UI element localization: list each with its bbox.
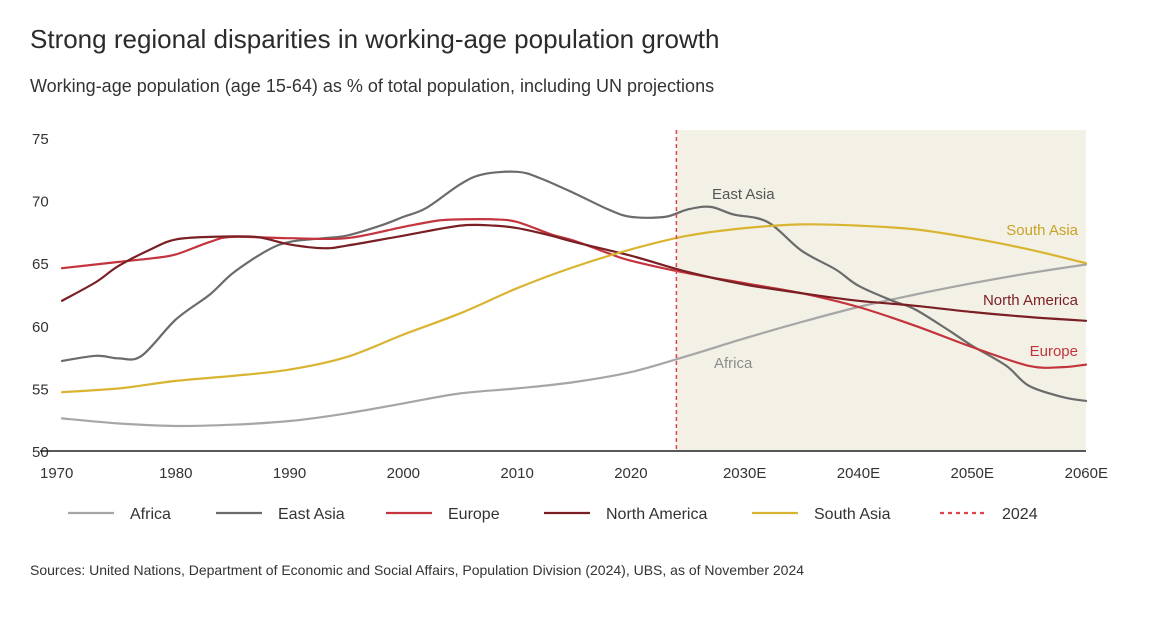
south-asia-label: South Asia	[1006, 222, 1078, 239]
chart-subtitle: Working-age population (age 15-64) as % …	[30, 76, 715, 96]
europe-line	[60, 218, 1088, 369]
chart-title: Strong regional disparities in working-a…	[30, 24, 720, 54]
x-tick-label: 2020	[614, 465, 647, 482]
x-tick-label: 1980	[159, 465, 192, 482]
y-tick-label: 55	[32, 381, 49, 398]
projection-shade	[676, 130, 1086, 451]
east-asia-line	[60, 170, 1088, 402]
north-america-label: North America	[983, 292, 1079, 309]
y-tick-label: 75	[32, 131, 49, 148]
x-tick-label: 2050E	[951, 465, 994, 482]
x-tick-label: 2000	[387, 465, 420, 482]
legend-label-north-america: North America	[606, 506, 707, 523]
x-tick-label: 2010	[500, 465, 533, 482]
north-america-line	[60, 223, 1088, 322]
x-tick-label: 2040E	[837, 465, 880, 482]
y-tick-label: 50	[32, 444, 49, 461]
europe-label: Europe	[1030, 343, 1078, 360]
series-lines	[60, 170, 1088, 428]
x-axis: 1970 1980 1990 2000 2010 2020 2030E 2040E 2050E 2…	[40, 465, 1108, 482]
legend-label-south-asia: South Asia	[814, 506, 891, 523]
legend: Africa East Asia Europe North America South …	[68, 506, 1038, 523]
x-tick-label: 2060E	[1065, 465, 1108, 482]
legend-label-europe: Europe	[448, 506, 500, 523]
y-tick-label: 65	[32, 256, 49, 273]
east-asia-label: East Asia	[712, 186, 775, 203]
africa-line	[60, 263, 1088, 428]
legend-label-2024: 2024	[1002, 506, 1038, 523]
south-asia-line	[60, 223, 1088, 394]
sources-note: Sources: United Nations, Department of E…	[30, 562, 805, 578]
x-tick-label: 1970	[40, 465, 73, 482]
x-tick-label: 1990	[273, 465, 306, 482]
y-axis: 50 55 60 65 70 75	[32, 131, 49, 461]
legend-label-africa: Africa	[130, 506, 171, 523]
legend-label-east-asia: East Asia	[278, 506, 345, 523]
y-tick-label: 70	[32, 194, 49, 211]
y-tick-label: 60	[32, 319, 49, 336]
series-labels: Africa East Asia Europe North America South …	[712, 186, 1079, 372]
africa-label: Africa	[714, 355, 753, 372]
x-tick-label: 2030E	[723, 465, 766, 482]
